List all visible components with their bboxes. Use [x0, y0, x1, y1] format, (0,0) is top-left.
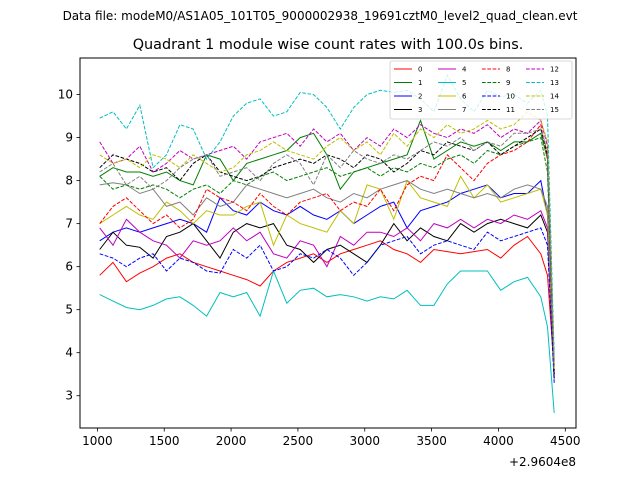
y-tick-label: 4	[65, 346, 73, 360]
y-tick-label: 9	[65, 131, 73, 145]
y-tick-label: 3	[65, 389, 73, 403]
x-tick-label: 2000	[216, 434, 247, 448]
series-line-7	[99, 180, 555, 366]
series-line-9	[99, 136, 555, 370]
legend-label-6: 6	[462, 93, 467, 101]
y-tick-label: 7	[65, 217, 73, 231]
y-tick-label: 10	[58, 88, 73, 102]
legend-label-3: 3	[418, 106, 422, 114]
x-tick-label: 3000	[349, 434, 380, 448]
series-line-3	[99, 214, 555, 379]
series-layer	[99, 74, 555, 413]
y-tick-label: 5	[65, 303, 73, 317]
figure-suptitle: Data file: modeM0/AS1A05_101T05_90000029…	[63, 9, 578, 23]
x-tick-label: 4500	[550, 434, 581, 448]
y-tick-label: 6	[65, 260, 73, 274]
y-axis: 3 4 5 6 7 8 9 10	[58, 88, 80, 403]
legend-label-4: 4	[462, 66, 467, 74]
series-line-0	[99, 235, 555, 370]
series-line-5	[99, 269, 555, 413]
legend-label-14: 14	[550, 93, 559, 101]
chart-title: Quadrant 1 module wise count rates with …	[133, 37, 524, 53]
legend-label-10: 10	[506, 93, 515, 101]
series-line-4	[99, 209, 555, 375]
legend-label-5: 5	[462, 79, 466, 87]
series-line-15	[99, 128, 555, 366]
legend-label-13: 13	[550, 79, 559, 87]
series-line-14	[99, 111, 555, 370]
x-tick-label: 3500	[416, 434, 447, 448]
x-tick-label: 1000	[82, 434, 113, 448]
axes-frame	[79, 57, 577, 429]
x-tick-label: 1500	[149, 434, 180, 448]
x-axis: 1000 1500 2000 2500 3000 3500 4000 4500	[82, 428, 581, 448]
plot-area	[79, 57, 577, 429]
legend-label-15: 15	[550, 106, 559, 114]
legend-label-11: 11	[506, 106, 515, 114]
legend-label-1: 1	[418, 79, 422, 87]
legend-label-0: 0	[418, 66, 422, 74]
legend-label-2: 2	[418, 93, 422, 101]
legend-label-9: 9	[506, 79, 510, 87]
y-tick-label: 8	[65, 174, 73, 188]
legend-label-7: 7	[462, 106, 466, 114]
legend-label-8: 8	[506, 66, 510, 74]
x-tick-label: 2500	[283, 434, 314, 448]
legend-box	[389, 60, 573, 120]
series-line-6	[99, 175, 555, 370]
series-line-8	[99, 123, 555, 362]
series-line-12	[99, 119, 555, 366]
x-tick-label: 4000	[483, 434, 514, 448]
series-line-11	[99, 128, 555, 375]
legend-label-12: 12	[550, 66, 559, 74]
x-offset-label: +2.9604e8	[509, 455, 576, 469]
series-line-10	[99, 227, 555, 383]
